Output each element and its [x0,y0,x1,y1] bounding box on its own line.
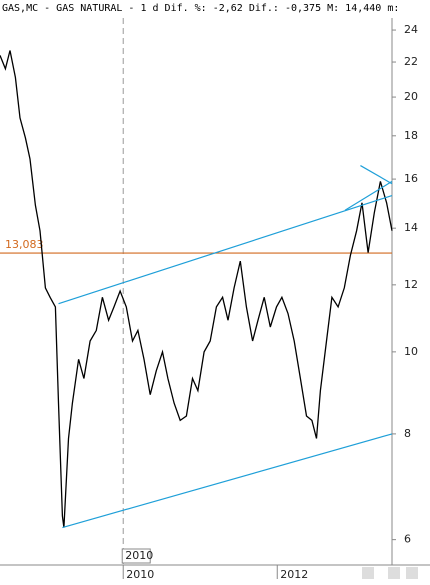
y-tick-label: 20 [404,90,418,103]
y-tick-label: 16 [404,172,418,185]
crosshair-box [121,548,151,564]
y-tick-label: 14 [404,221,418,234]
y-tick-label: 10 [404,345,418,358]
y-tick-label: 12 [404,278,418,291]
trend-line [360,165,393,185]
chart-title: GAS,MC - GAS NATURAL - 1 d Dif. %: -2,62… [2,3,399,14]
y-tick-label: 18 [404,129,418,142]
y-tick-label: 24 [404,23,418,36]
y-tick-label: 22 [404,55,418,68]
y-tick-label: 8 [404,427,411,440]
trend-line [62,433,393,529]
price-line [0,50,393,528]
x-tick-label: 2012 [280,568,308,581]
icon[interactable] [388,567,400,579]
trend-line [58,194,393,305]
icon[interactable] [406,567,418,579]
crosshair-label: 2010 [125,549,153,562]
x-tick-label: 2010 [126,568,154,581]
y-tick-label: 6 [404,533,411,546]
trend-line [344,180,393,211]
level-label: 13,083 [5,238,44,251]
icon[interactable] [362,567,374,579]
